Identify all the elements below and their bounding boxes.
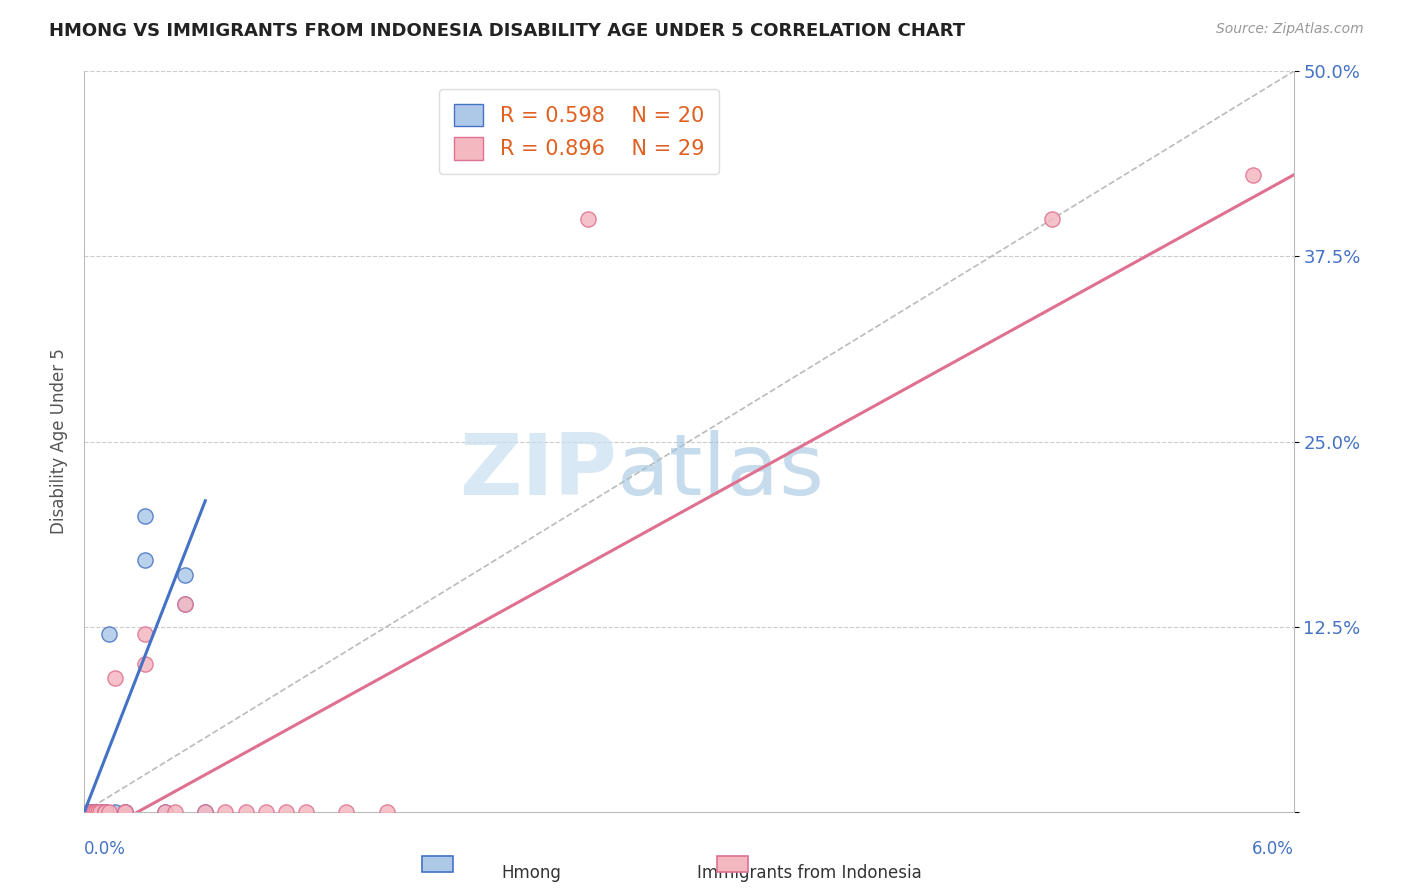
Point	[97, 627, 120, 641]
Point	[153, 805, 176, 819]
Point	[134, 657, 156, 671]
Point	[86, 805, 108, 819]
Point	[335, 805, 357, 819]
Point	[93, 805, 115, 819]
Point	[114, 805, 136, 819]
Point	[174, 598, 197, 612]
Point	[82, 805, 104, 819]
Point	[134, 627, 156, 641]
Point	[375, 805, 398, 819]
Point	[174, 598, 197, 612]
Point	[87, 805, 110, 819]
Point	[89, 805, 111, 819]
Point	[194, 805, 217, 819]
Point	[97, 805, 120, 819]
Point	[79, 805, 101, 819]
Text: Immigrants from Indonesia: Immigrants from Indonesia	[697, 863, 922, 881]
Point	[83, 805, 105, 819]
Point	[153, 805, 176, 819]
Point	[93, 805, 115, 819]
Text: ZIP: ZIP	[458, 430, 616, 513]
Text: 6.0%: 6.0%	[1251, 840, 1294, 858]
Point	[87, 805, 110, 819]
Point	[254, 805, 277, 819]
Legend: R = 0.598    N = 20, R = 0.896    N = 29: R = 0.598 N = 20, R = 0.896 N = 29	[440, 89, 718, 174]
Point	[1241, 168, 1264, 182]
Point	[86, 805, 108, 819]
Point	[104, 805, 127, 819]
Point	[295, 805, 318, 819]
Point	[114, 805, 136, 819]
Point	[83, 805, 105, 819]
Text: Hmong: Hmong	[502, 863, 561, 881]
Point	[214, 805, 236, 819]
Point	[194, 805, 217, 819]
Point	[93, 805, 115, 819]
Text: Source: ZipAtlas.com: Source: ZipAtlas.com	[1216, 22, 1364, 37]
Point	[274, 805, 297, 819]
Point	[235, 805, 257, 819]
Point	[93, 805, 115, 819]
Text: 0.0%: 0.0%	[84, 840, 127, 858]
Point	[82, 805, 104, 819]
Point	[114, 805, 136, 819]
Point	[77, 805, 100, 819]
Point	[114, 805, 136, 819]
Point	[134, 553, 156, 567]
Point	[104, 672, 127, 686]
Point	[576, 212, 599, 227]
Point	[165, 805, 187, 819]
Point	[174, 567, 197, 582]
Y-axis label: Disability Age Under 5: Disability Age Under 5	[49, 349, 67, 534]
Text: atlas: atlas	[616, 430, 824, 513]
Point	[93, 805, 115, 819]
Point	[134, 508, 156, 523]
Point	[93, 805, 115, 819]
Point	[89, 805, 111, 819]
Point	[1040, 212, 1063, 227]
Text: HMONG VS IMMIGRANTS FROM INDONESIA DISABILITY AGE UNDER 5 CORRELATION CHART: HMONG VS IMMIGRANTS FROM INDONESIA DISAB…	[49, 22, 966, 40]
Point	[77, 805, 100, 819]
